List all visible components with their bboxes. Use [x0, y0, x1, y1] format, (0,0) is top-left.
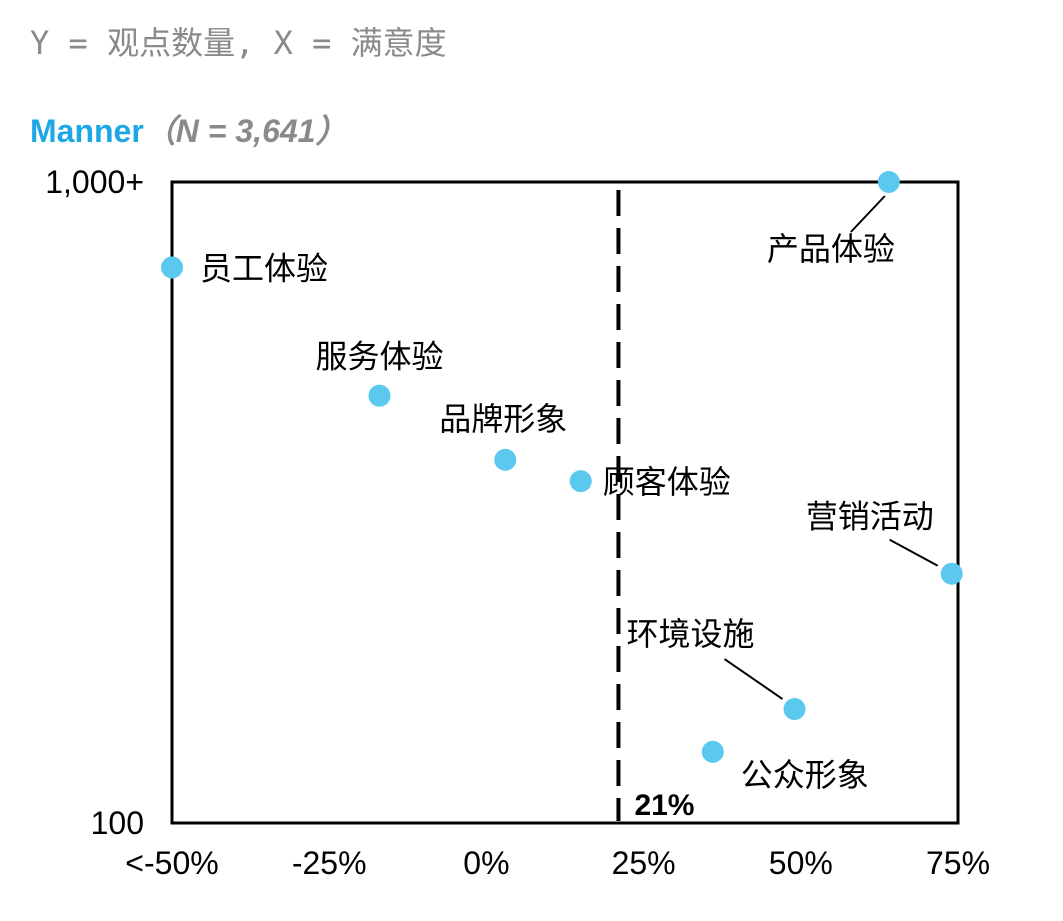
point-6-marker [783, 698, 806, 721]
point-1-leader [850, 195, 886, 233]
chart-title: Manner（N = 3,641） [30, 106, 347, 152]
y-tick-label-0: 100 [91, 805, 144, 841]
leader-lines [723, 195, 939, 700]
x-tick-label-4: 50% [769, 845, 833, 881]
reference-layer: 21% [616, 190, 694, 822]
y-tick-label-1: 1,000+ [45, 164, 144, 200]
reference-line-label: 21% [634, 789, 694, 822]
point-7-label: 公众形象 [741, 756, 869, 794]
axis-ticks: <-50% -25% 0% 25% 50% 75% 100 1,000+ [45, 164, 990, 881]
point-5-label: 营销活动 [806, 498, 934, 536]
point-0-label: 员工体验 [200, 249, 328, 287]
x-tick-label-5: 75% [926, 845, 990, 881]
point-2-label: 服务体验 [315, 338, 443, 376]
point-3-label: 品牌形象 [439, 400, 567, 438]
x-tick-label-2: 0% [463, 845, 509, 881]
chart-subtitle: Y = 观点数量, X = 满意度 [30, 24, 447, 62]
point-1-marker [877, 171, 900, 193]
sample-size: （N = 3,641） [143, 113, 348, 149]
point-5-leader [889, 538, 939, 567]
point-7-marker [701, 740, 724, 763]
point-6-leader [723, 658, 784, 700]
data-points [161, 171, 963, 763]
brand-name: Manner [30, 113, 144, 149]
plot-frame [170, 180, 960, 825]
x-tick-label-3: 25% [612, 845, 676, 881]
point-2-marker [368, 384, 391, 407]
point-5-marker [940, 562, 963, 585]
point-0-marker [161, 256, 183, 279]
point-4-label: 顾客体验 [603, 463, 731, 501]
point-3-marker [494, 448, 517, 471]
point-6-label: 环境设施 [627, 615, 755, 653]
point-1-label: 产品体验 [767, 230, 895, 268]
point-4-marker [569, 470, 592, 493]
x-tick-label-1: -25% [292, 845, 367, 881]
x-tick-label-0: <-50% [125, 845, 218, 881]
